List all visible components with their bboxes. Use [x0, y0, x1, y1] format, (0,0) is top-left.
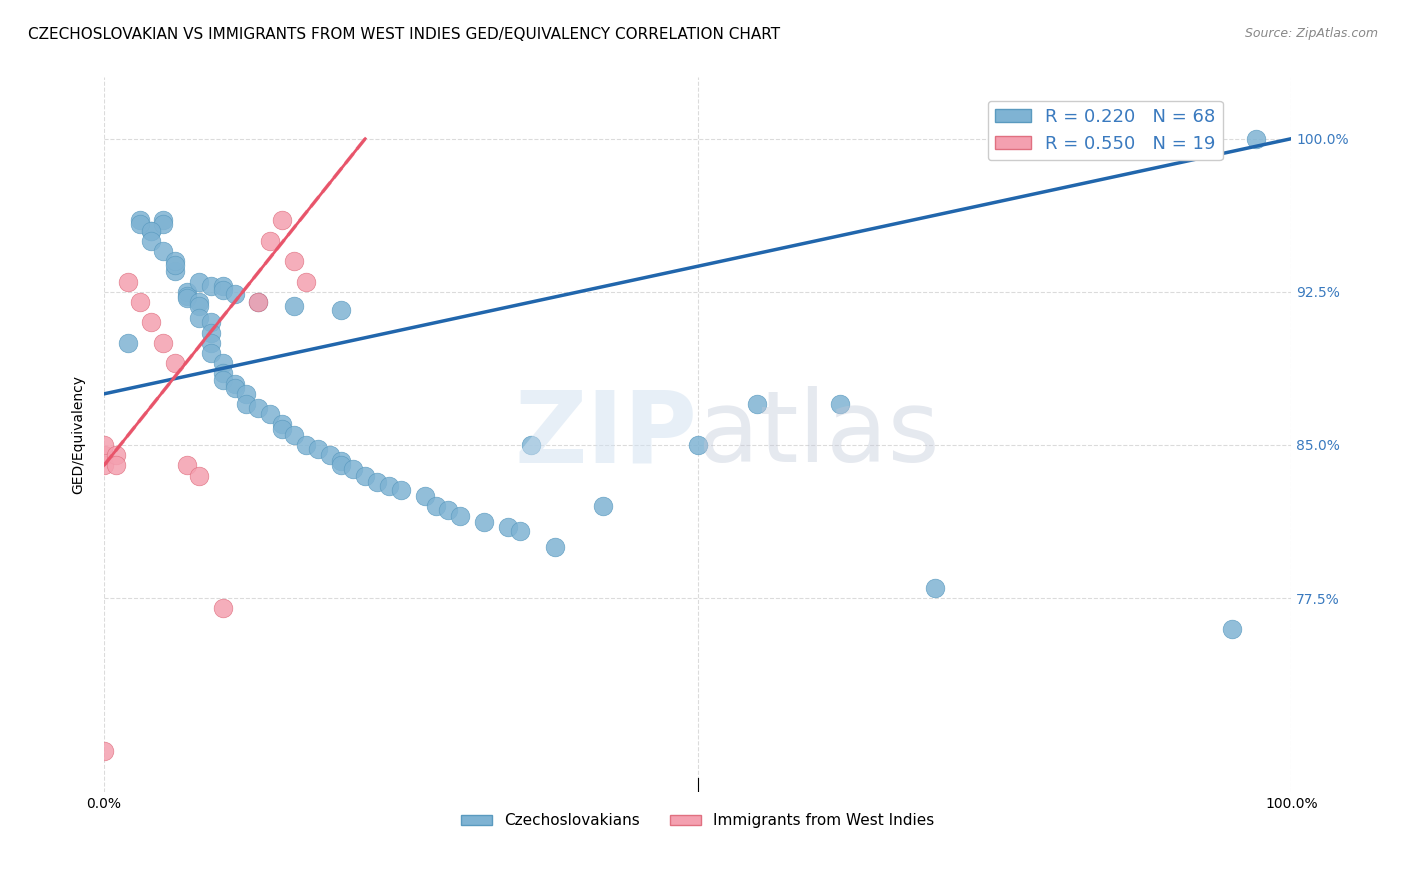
Point	[318, 448, 340, 462]
Point	[224, 381, 246, 395]
Point	[354, 468, 377, 483]
Point	[247, 401, 270, 416]
Legend: Czechoslovakians, Immigrants from West Indies: Czechoslovakians, Immigrants from West I…	[456, 807, 941, 834]
Point	[211, 278, 233, 293]
Point	[295, 275, 318, 289]
Point	[152, 218, 174, 232]
Point	[472, 516, 495, 530]
Point	[141, 234, 163, 248]
Point	[366, 475, 388, 489]
Point	[128, 218, 150, 232]
Point	[117, 275, 139, 289]
Point	[165, 356, 187, 370]
Point	[342, 462, 364, 476]
Point	[200, 346, 222, 360]
Point	[259, 234, 281, 248]
Point	[271, 417, 294, 432]
Point	[544, 540, 567, 554]
Point	[224, 376, 246, 391]
Text: atlas: atlas	[697, 386, 939, 483]
Point	[188, 299, 211, 313]
Point	[117, 335, 139, 350]
Point	[93, 448, 115, 462]
Point	[745, 397, 768, 411]
Text: ZIP: ZIP	[515, 386, 697, 483]
Point	[211, 601, 233, 615]
Point	[93, 744, 115, 758]
Point	[200, 278, 222, 293]
Point	[259, 407, 281, 421]
Point	[413, 489, 436, 503]
Point	[176, 289, 198, 303]
Point	[211, 356, 233, 370]
Point	[235, 397, 257, 411]
Text: Source: ZipAtlas.com: Source: ZipAtlas.com	[1244, 27, 1378, 40]
Point	[283, 427, 305, 442]
Point	[188, 295, 211, 310]
Point	[200, 315, 222, 329]
Point	[104, 448, 127, 462]
Point	[211, 283, 233, 297]
Point	[520, 438, 543, 452]
Point	[496, 519, 519, 533]
Point	[152, 213, 174, 227]
Point	[211, 367, 233, 381]
Point	[104, 458, 127, 473]
Point	[165, 254, 187, 268]
Point	[830, 397, 852, 411]
Point	[176, 458, 198, 473]
Text: CZECHOSLOVAKIAN VS IMMIGRANTS FROM WEST INDIES GED/EQUIVALENCY CORRELATION CHART: CZECHOSLOVAKIAN VS IMMIGRANTS FROM WEST …	[28, 27, 780, 42]
Point	[128, 213, 150, 227]
Point	[330, 303, 353, 318]
Point	[378, 479, 401, 493]
Point	[283, 254, 305, 268]
Point	[176, 291, 198, 305]
Point	[188, 468, 211, 483]
Point	[176, 285, 198, 299]
Point	[141, 223, 163, 237]
Point	[295, 438, 318, 452]
Point	[128, 295, 150, 310]
Point	[449, 509, 471, 524]
Point	[271, 421, 294, 435]
Point	[235, 387, 257, 401]
Point	[247, 295, 270, 310]
Point	[389, 483, 412, 497]
Point	[247, 295, 270, 310]
Point	[509, 524, 531, 538]
Point	[165, 264, 187, 278]
Point	[425, 499, 447, 513]
Point	[93, 438, 115, 452]
Point	[165, 258, 187, 272]
Point	[330, 458, 353, 473]
Point	[152, 335, 174, 350]
Point	[271, 213, 294, 227]
Point	[141, 223, 163, 237]
Y-axis label: GED/Equivalency: GED/Equivalency	[72, 376, 86, 494]
Point	[924, 581, 946, 595]
Point	[592, 499, 614, 513]
Point	[686, 438, 709, 452]
Point	[283, 299, 305, 313]
Point	[1244, 131, 1267, 145]
Point	[152, 244, 174, 258]
Point	[141, 315, 163, 329]
Point	[437, 503, 460, 517]
Point	[188, 311, 211, 326]
Point	[188, 275, 211, 289]
Point	[211, 373, 233, 387]
Point	[1220, 622, 1243, 636]
Point	[307, 442, 329, 456]
Point	[200, 335, 222, 350]
Point	[224, 286, 246, 301]
Point	[93, 458, 115, 473]
Point	[330, 454, 353, 468]
Point	[200, 326, 222, 340]
